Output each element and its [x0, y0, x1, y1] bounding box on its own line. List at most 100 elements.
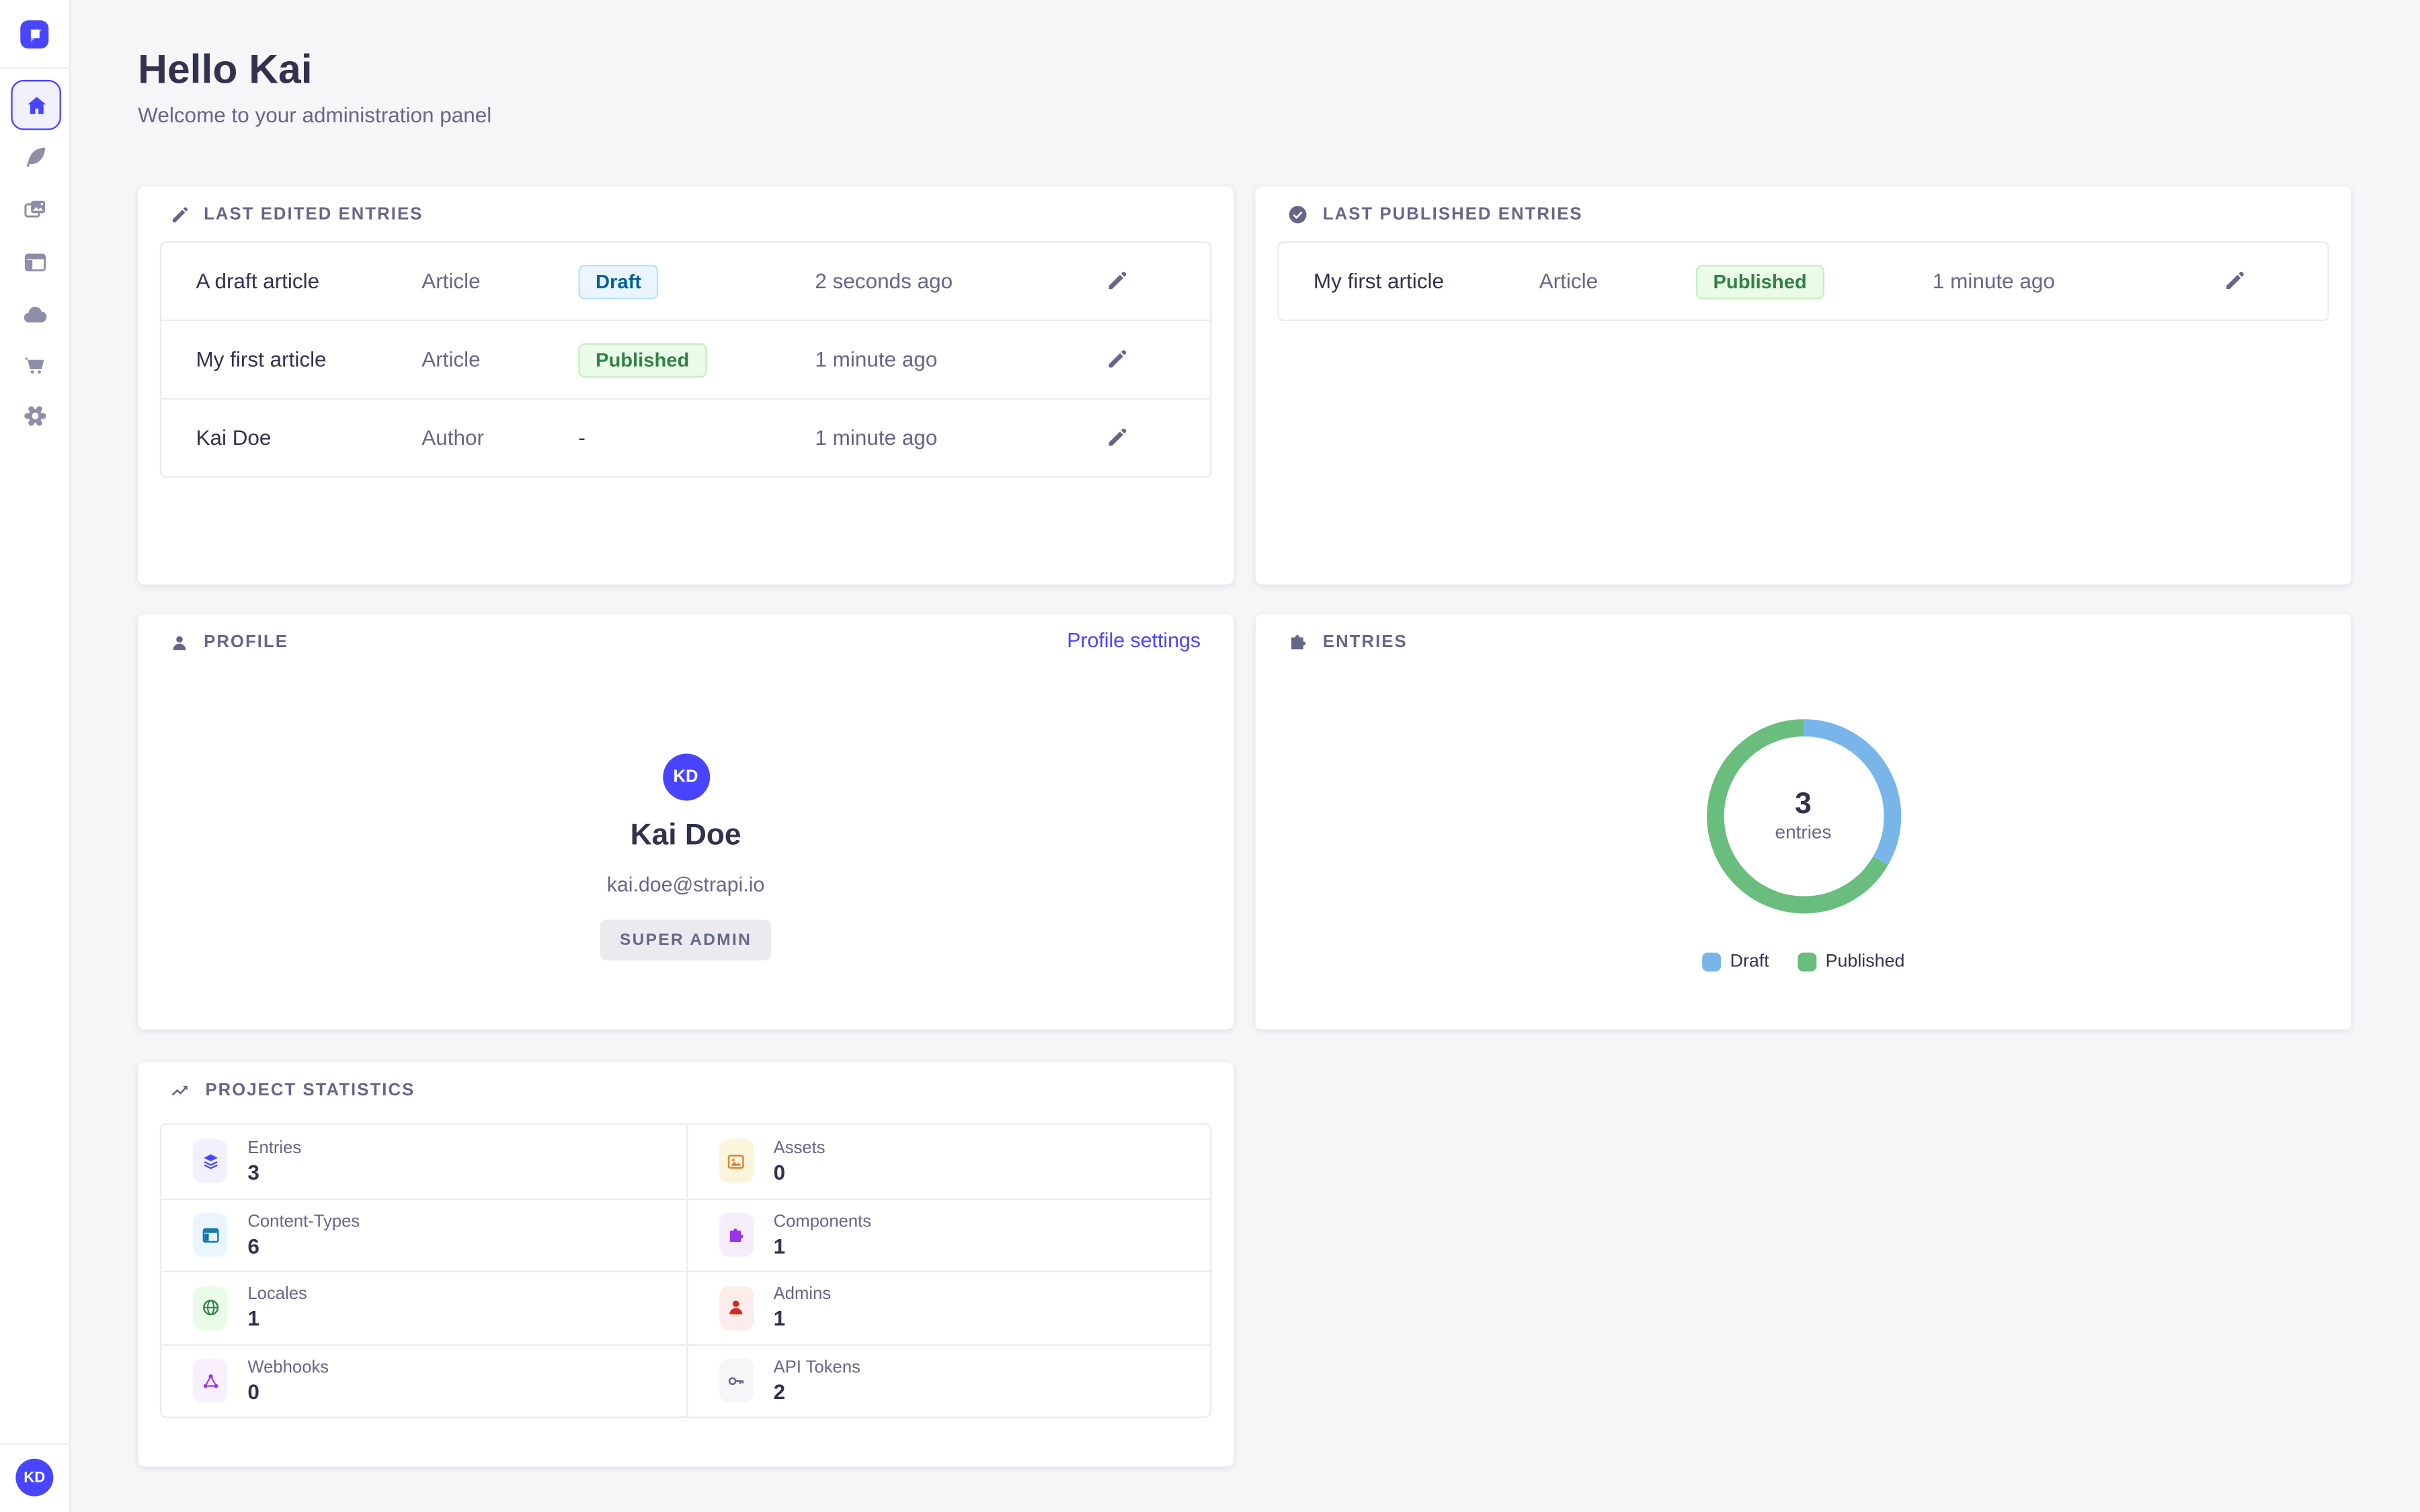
pencil-icon: [169, 204, 190, 224]
page-subtitle: Welcome to your administration panel: [138, 103, 492, 127]
stat-value: 0: [247, 1380, 259, 1404]
cloud-icon: [23, 306, 46, 322]
entry-type: Article: [1539, 269, 1599, 294]
sidebar: KD: [0, 0, 71, 1512]
sidebar-item-content-type-builder[interactable]: [11, 238, 58, 285]
card-header: PROJECT STATISTICS: [138, 1062, 1234, 1101]
puzzle-icon: [719, 1213, 754, 1257]
check-circle-icon: [1287, 204, 1309, 226]
last-edited-entries-card: LAST EDITED ENTRIES A draft article Arti…: [138, 186, 1234, 585]
entry-row[interactable]: My first article Article Published 1 min…: [161, 319, 1210, 398]
entry-time: 1 minute ago: [815, 347, 938, 372]
chart-legend: Draft Published: [1256, 952, 2351, 972]
pencil-icon: [1108, 271, 1126, 290]
stat-label: Locales: [247, 1285, 307, 1304]
main-content: Hello Kai Welcome to your administration…: [69, 0, 2420, 1512]
stat-value: 1: [773, 1307, 786, 1331]
entry-type: Article: [421, 347, 481, 372]
stat-value: 2: [773, 1380, 786, 1404]
gear-icon: [24, 405, 46, 425]
card-title: PROFILE: [204, 632, 288, 652]
profile-card: PROFILE Profile settings KD Kai Doe kai.…: [138, 614, 1234, 1030]
entry-type: Author: [421, 426, 484, 450]
stack-icon: [192, 1139, 228, 1183]
sidebar-item-home[interactable]: [11, 79, 61, 130]
trending-up-icon: [169, 1079, 192, 1101]
sidebar-user-avatar[interactable]: KD: [15, 1458, 54, 1497]
image-icon: [24, 200, 44, 217]
stat-value: 6: [247, 1234, 259, 1258]
strapi-logo-icon[interactable]: [20, 20, 49, 49]
cart-icon: [24, 357, 44, 373]
project-statistics-card: PROJECT STATISTICS Entries 3: [138, 1062, 1234, 1467]
profile-avatar: KD: [662, 753, 710, 801]
stat-value: 1: [773, 1234, 786, 1258]
empty-grid-cell: [1256, 1062, 2351, 1488]
key-icon: [719, 1359, 754, 1403]
pencil-icon: [1108, 350, 1126, 368]
stat-label: Content-Types: [247, 1212, 360, 1232]
edit-entry-button[interactable]: [1098, 342, 1133, 376]
status-dash: -: [578, 425, 586, 450]
sidebar-item-deploy[interactable]: [11, 292, 58, 339]
entries-chart-card: ENTRIES 3 entries Draft: [1255, 614, 2351, 1030]
card-title: LAST EDITED ENTRIES: [204, 205, 424, 224]
donut-center: 3 entries: [1701, 714, 1905, 918]
card-title: ENTRIES: [1322, 632, 1408, 652]
profile-email: kai.doe@strapi.io: [606, 872, 765, 896]
card-header: LAST PUBLISHED ENTRIES: [1256, 186, 2351, 225]
avatar-initials: KD: [673, 767, 698, 787]
user-icon: [169, 632, 190, 653]
sidebar-item-media-library[interactable]: [11, 185, 58, 232]
entry-row[interactable]: A draft article Article Draft 2 seconds …: [161, 243, 1210, 319]
edit-entry-button[interactable]: [1098, 421, 1133, 455]
layout-icon: [24, 253, 45, 271]
stat-webhooks: Webhooks 0: [161, 1343, 686, 1416]
stat-label: Webhooks: [247, 1357, 329, 1377]
edit-entry-button[interactable]: [2216, 264, 2251, 298]
avatar-initials: KD: [24, 1468, 46, 1486]
layout-icon: [192, 1213, 228, 1257]
stat-locales: Locales 1: [161, 1270, 686, 1343]
stats-grid: Entries 3 Assets 0: [159, 1123, 1212, 1419]
stat-label: API Tokens: [773, 1357, 860, 1377]
stat-label: Entries: [247, 1138, 302, 1158]
card-title: PROJECT STATISTICS: [205, 1081, 415, 1100]
entry-time: 2 seconds ago: [815, 269, 953, 294]
sidebar-item-marketplace[interactable]: [11, 341, 58, 388]
edit-entry-button[interactable]: [1098, 264, 1133, 298]
entry-row[interactable]: My first article Article Published 1 min…: [1279, 243, 2328, 319]
picture-icon: [719, 1139, 754, 1183]
stat-assets: Assets 0: [686, 1125, 1210, 1198]
globe-icon: [192, 1286, 228, 1330]
donut-svg: [1705, 719, 1901, 914]
status-badge: Published: [578, 342, 707, 377]
sidebar-item-content-manager[interactable]: [11, 133, 58, 180]
stat-value: 1: [247, 1307, 259, 1331]
entry-name: My first article: [1313, 269, 1445, 294]
role-badge: SUPER ADMIN: [601, 919, 771, 961]
stat-admins: Admins 1: [686, 1270, 1210, 1344]
card-header: ENTRIES: [1256, 614, 2351, 653]
entries-table: A draft article Article Draft 2 seconds …: [159, 241, 1212, 478]
puzzle-icon: [1287, 632, 1309, 654]
entries-count-label: entries: [1775, 821, 1832, 843]
stat-value: 0: [773, 1161, 786, 1185]
profile-settings-link[interactable]: Profile settings: [1067, 628, 1201, 652]
entry-name: My first article: [196, 347, 327, 372]
status-badge: Draft: [578, 263, 659, 299]
sidebar-item-settings[interactable]: [11, 392, 58, 439]
entry-name: Kai Doe: [196, 426, 272, 450]
profile-body: KD Kai Doe kai.doe@strapi.io SUPER ADMIN: [138, 653, 1234, 961]
sidebar-divider: [0, 1443, 69, 1445]
card-header: LAST EDITED ENTRIES: [138, 186, 1234, 225]
legend-label: Published: [1825, 952, 1905, 972]
stat-label: Assets: [773, 1138, 825, 1158]
entries-donut-chart: 3 entries: [1701, 714, 1905, 918]
strapi-logo-glyph: [30, 29, 42, 42]
entry-row[interactable]: Kai Doe Author - 1 minute ago: [161, 398, 1210, 476]
stat-label: Components: [773, 1212, 872, 1232]
entry-type: Article: [421, 269, 481, 294]
published-swatch: [1797, 952, 1816, 972]
